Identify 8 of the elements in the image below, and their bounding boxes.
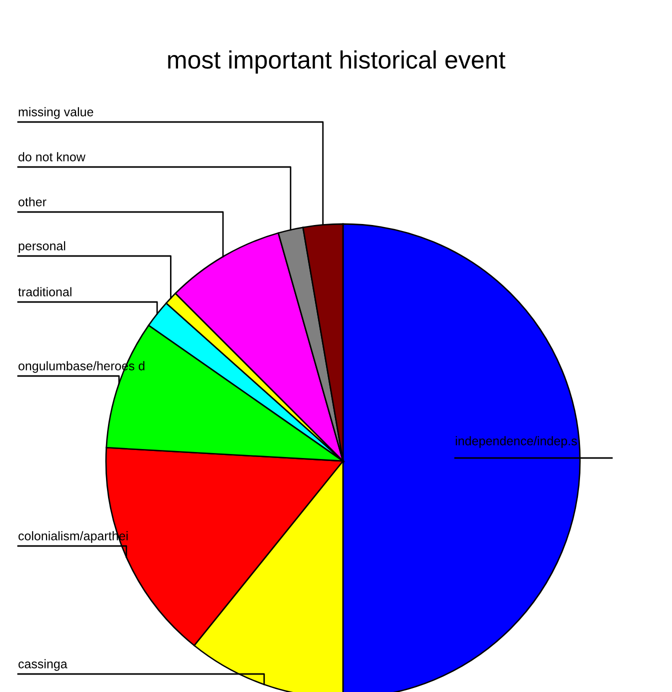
chart-title: most important historical event xyxy=(168,50,506,74)
slice-label: independence/indep.s xyxy=(456,436,577,448)
slice-label: missing value xyxy=(18,107,94,119)
slice-label: other xyxy=(18,197,46,206)
slice-label: cassinga xyxy=(18,659,68,671)
slice-label: do not know xyxy=(18,152,86,162)
slice-label: traditional xyxy=(18,287,72,296)
slice-label: personal xyxy=(18,241,66,253)
